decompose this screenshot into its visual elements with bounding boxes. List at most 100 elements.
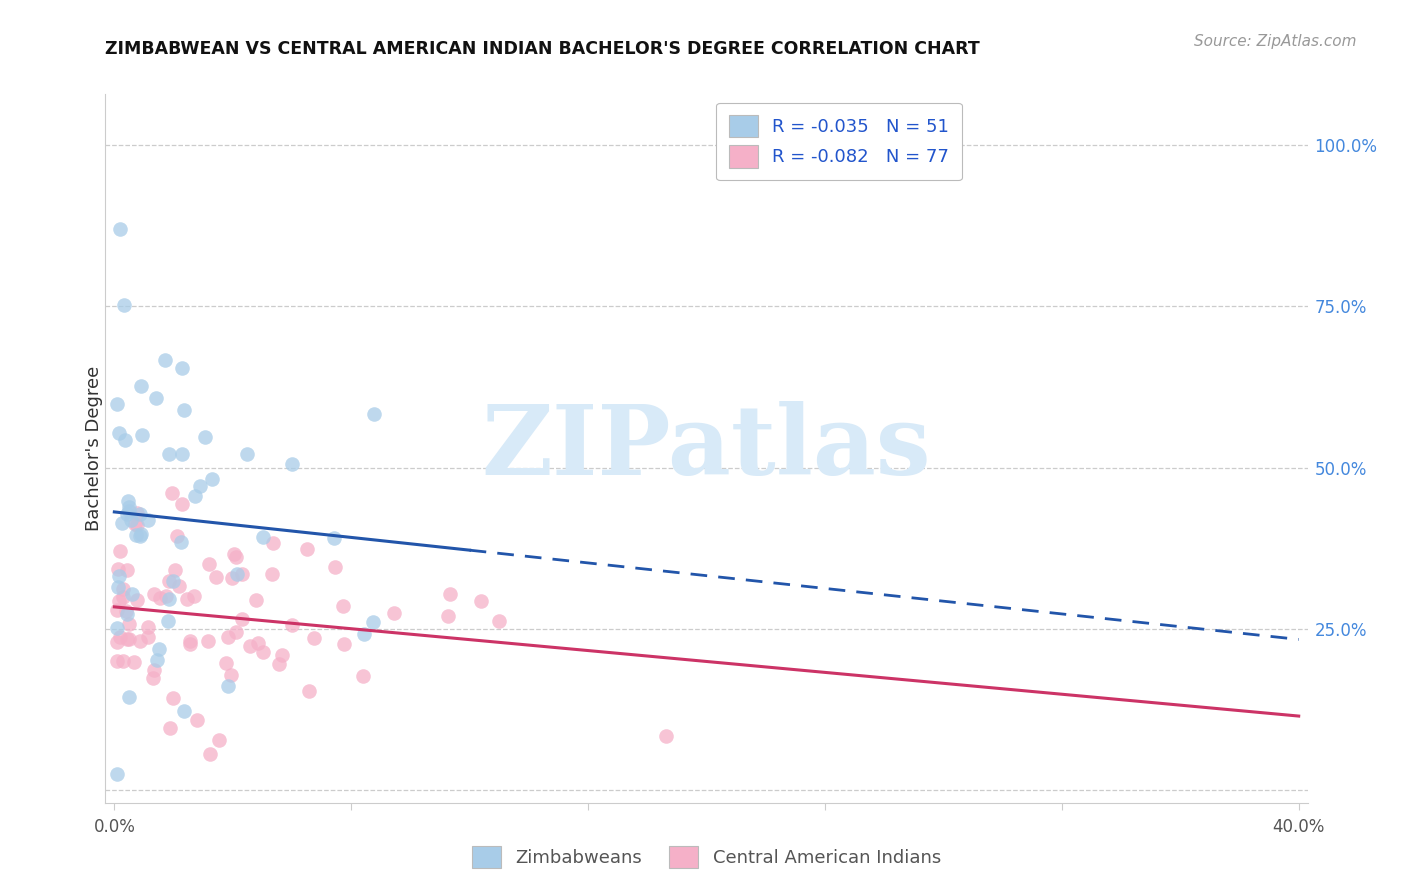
Point xyxy=(247,636,270,650)
Point xyxy=(115,604,138,618)
Point xyxy=(352,668,374,682)
Point xyxy=(105,397,128,411)
Point xyxy=(153,352,176,367)
Point xyxy=(221,571,243,585)
Point xyxy=(217,630,239,644)
Point xyxy=(262,535,284,549)
Point xyxy=(170,497,193,511)
Point xyxy=(219,667,242,681)
Point xyxy=(105,603,128,617)
Point xyxy=(271,648,294,662)
Point xyxy=(128,529,150,543)
Point xyxy=(173,705,195,719)
Point xyxy=(470,594,492,608)
Point xyxy=(245,593,267,607)
Point xyxy=(124,656,146,670)
Point xyxy=(107,580,129,594)
Point xyxy=(136,620,159,634)
Point xyxy=(197,557,219,571)
Point xyxy=(136,513,159,527)
Point xyxy=(124,516,146,531)
Point xyxy=(239,640,262,654)
Point xyxy=(222,547,245,561)
Point xyxy=(225,624,247,639)
Point xyxy=(110,222,132,236)
Point xyxy=(105,621,128,635)
Point xyxy=(120,513,142,527)
Point xyxy=(159,574,181,589)
Point xyxy=(129,633,152,648)
Point xyxy=(215,656,238,670)
Point xyxy=(112,298,135,312)
Point xyxy=(112,582,135,596)
Point xyxy=(231,567,253,582)
Point xyxy=(172,447,194,461)
Point xyxy=(353,626,375,640)
Point xyxy=(184,490,207,504)
Point xyxy=(105,654,128,668)
Point xyxy=(118,690,141,705)
Point xyxy=(111,590,134,604)
Point xyxy=(125,528,148,542)
Point xyxy=(146,653,169,667)
Point xyxy=(201,472,224,486)
Point xyxy=(149,591,172,606)
Point xyxy=(225,550,247,565)
Point xyxy=(145,392,167,406)
Point xyxy=(142,671,165,685)
Point xyxy=(129,507,152,521)
Point xyxy=(121,587,143,601)
Point xyxy=(117,494,139,508)
Point xyxy=(148,641,170,656)
Point xyxy=(198,747,221,761)
Point xyxy=(118,500,141,514)
Point xyxy=(105,766,128,780)
Text: ZIMBABWEAN VS CENTRAL AMERICAN INDIAN BACHELOR'S DEGREE CORRELATION CHART: ZIMBABWEAN VS CENTRAL AMERICAN INDIAN BA… xyxy=(105,40,980,58)
Point xyxy=(142,663,165,677)
Point xyxy=(118,504,141,518)
Legend: Zimbabweans, Central American Indians: Zimbabweans, Central American Indians xyxy=(465,838,948,875)
Point xyxy=(114,434,136,448)
Point xyxy=(156,614,179,628)
Point xyxy=(129,527,152,541)
Point xyxy=(173,403,195,417)
Point xyxy=(323,560,346,574)
Point xyxy=(252,531,274,545)
Point xyxy=(183,590,205,604)
Point xyxy=(166,528,188,542)
Text: ZIPatlas: ZIPatlas xyxy=(482,401,931,495)
Point xyxy=(107,426,129,441)
Point xyxy=(118,632,141,647)
Point xyxy=(197,634,219,648)
Point xyxy=(382,606,405,620)
Point xyxy=(208,732,231,747)
Point xyxy=(115,563,138,577)
Point xyxy=(281,618,304,632)
Point xyxy=(115,607,138,621)
Point xyxy=(655,729,678,743)
Point xyxy=(162,574,184,588)
Point xyxy=(118,616,141,631)
Point xyxy=(176,592,198,607)
Point xyxy=(108,544,131,558)
Point xyxy=(332,599,354,613)
Point xyxy=(111,516,134,531)
Point xyxy=(488,614,510,628)
Point xyxy=(295,541,318,556)
Point xyxy=(260,566,283,581)
Point xyxy=(127,506,149,520)
Point xyxy=(159,721,181,735)
Point xyxy=(333,637,356,651)
Point xyxy=(323,531,346,545)
Point xyxy=(170,361,193,376)
Point xyxy=(179,637,201,651)
Point xyxy=(204,570,226,584)
Point xyxy=(138,630,160,644)
Point xyxy=(142,586,165,600)
Point xyxy=(131,428,153,442)
Point xyxy=(194,429,217,443)
Point xyxy=(170,535,193,549)
Point xyxy=(115,507,138,521)
Point xyxy=(115,632,138,646)
Point xyxy=(267,657,290,671)
